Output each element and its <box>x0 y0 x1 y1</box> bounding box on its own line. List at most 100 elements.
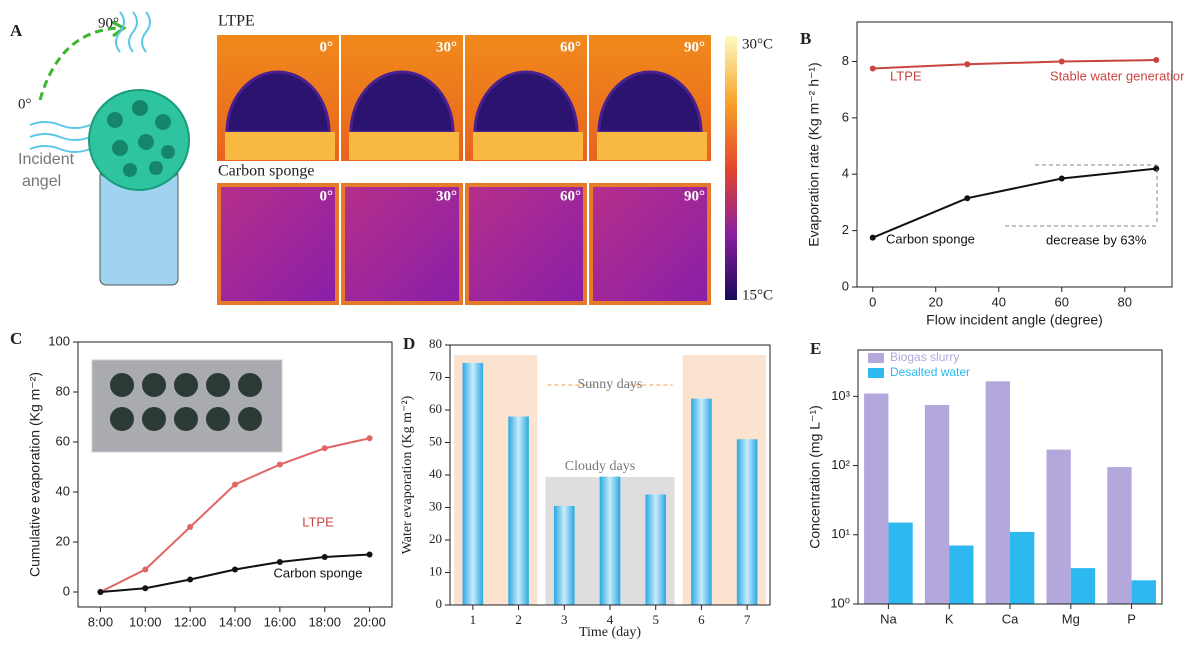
y-tick-label: 80 <box>56 383 70 398</box>
x-tick-label: 4 <box>607 612 614 627</box>
point <box>1153 165 1160 172</box>
point <box>1058 175 1065 182</box>
x-tick-label: 3 <box>561 612 568 627</box>
y-tick-label: 10⁰ <box>830 595 850 610</box>
point <box>276 461 283 468</box>
angle-label: 0° <box>320 39 334 55</box>
panel-label: A <box>10 21 23 40</box>
inset-sphere <box>238 407 262 431</box>
x-tick-label: 8:00 <box>88 614 113 629</box>
legend-swatch <box>868 368 884 378</box>
y-tick-label: 4 <box>842 166 849 181</box>
panel-label: E <box>810 339 821 358</box>
plot-frame <box>77 341 393 608</box>
bar <box>736 439 758 605</box>
point <box>366 435 373 442</box>
point <box>1058 58 1065 65</box>
bar <box>462 362 484 605</box>
chart: D 0 10 20 30 40 50 60 70 80 1 2 3 4 5 6 7 Time (day) Water… <box>400 334 771 640</box>
point <box>964 61 971 68</box>
y-tick-label: 10 <box>429 563 442 578</box>
y-tick-label: 60 <box>429 401 442 416</box>
inset-sphere <box>206 373 230 397</box>
annotation: Stable water generation <box>1050 68 1184 83</box>
x-tick-label: 1 <box>470 612 477 627</box>
x-tick-label: 18:00 <box>308 614 341 629</box>
point <box>97 589 104 595</box>
x-tick-label: K <box>945 611 954 626</box>
annotation: decrease by 63% <box>1046 232 1147 247</box>
arrowhead <box>111 20 127 38</box>
x-tick-label: 10:00 <box>129 614 162 629</box>
panel-label: D <box>403 334 415 353</box>
inset-sphere <box>110 373 134 397</box>
point <box>187 524 194 530</box>
point <box>869 234 876 241</box>
x-tick-label: 16:00 <box>264 614 297 629</box>
inset-sphere <box>174 373 198 397</box>
x-tick-label: 60 <box>1055 294 1069 309</box>
angle-label: 60° <box>560 39 581 55</box>
annotation: LTPE <box>890 68 922 83</box>
y-tick-label: 50 <box>429 433 442 448</box>
colorbar-label: 30°C <box>742 36 773 52</box>
angle-label: 90° <box>684 39 705 55</box>
y-tick-label: 10³ <box>831 388 850 403</box>
point <box>964 195 971 202</box>
plot-frame <box>449 344 771 606</box>
y-tick-label: 70 <box>429 368 442 383</box>
y-tick-label: 0 <box>436 596 443 611</box>
angle-label: 0° <box>320 188 334 204</box>
x-tick-label: Mg <box>1062 611 1080 626</box>
inset-sphere <box>238 373 262 397</box>
x-tick-label: Na <box>880 611 897 626</box>
bar <box>1131 580 1156 604</box>
bar <box>599 476 621 605</box>
x-tick-label: Ca <box>1002 611 1019 626</box>
thermal-sponge <box>469 187 583 301</box>
inset-sphere <box>174 407 198 431</box>
x-tick-label: 40 <box>992 294 1006 309</box>
bar <box>1046 449 1071 604</box>
angle-label: 90° <box>98 15 119 31</box>
angle-arc <box>38 26 121 101</box>
x-tick-label: 80 <box>1118 294 1132 309</box>
inset-sphere <box>142 407 166 431</box>
y-axis-label: Water evaporation (Kg m⁻²) <box>400 395 415 554</box>
panel-label: C <box>10 329 22 348</box>
point <box>142 566 149 573</box>
row-label: Carbon sponge <box>218 163 314 180</box>
y-axis-label: Cumulative evaporation (Kg m⁻²) <box>27 372 43 577</box>
panel-a: A 90° 0° Incident angel LTPE Carbon spon… <box>10 11 773 303</box>
annotation: Carbon sponge <box>886 231 975 246</box>
annotation: Cloudy days <box>565 459 635 474</box>
thermal-object <box>597 70 703 134</box>
incident-label: Incident <box>18 151 75 168</box>
chart: E 10⁰ 10¹ 10² 10³ Na K Ca Mg P Concentration (mg L… <box>807 339 1163 626</box>
thermal-base <box>597 132 707 160</box>
panel-label: B <box>800 29 811 48</box>
y-tick-label: 60 <box>56 433 70 448</box>
y-tick-label: 0 <box>63 583 70 598</box>
legend-label: Biogas slurry <box>890 350 959 364</box>
y-tick-label: 8 <box>842 53 849 68</box>
bar <box>1010 531 1035 604</box>
y-tick-label: 0 <box>842 278 849 293</box>
inset-sphere <box>110 407 134 431</box>
thermal-base <box>473 132 583 160</box>
y-tick-label: 20 <box>56 533 70 548</box>
sphere-pores <box>107 100 175 177</box>
point <box>276 559 283 565</box>
annotation: Sunny days <box>578 377 643 392</box>
series-line <box>872 59 1157 70</box>
bar <box>924 405 950 604</box>
x-tick-label: 20:00 <box>353 614 386 629</box>
point <box>232 566 238 573</box>
legend-label: Desalted water <box>890 365 970 379</box>
y-axis-label: Concentration (mg L⁻¹) <box>807 405 823 549</box>
plot-frame <box>857 349 1163 605</box>
bar <box>508 416 529 605</box>
y-tick-label: 10¹ <box>831 526 850 541</box>
